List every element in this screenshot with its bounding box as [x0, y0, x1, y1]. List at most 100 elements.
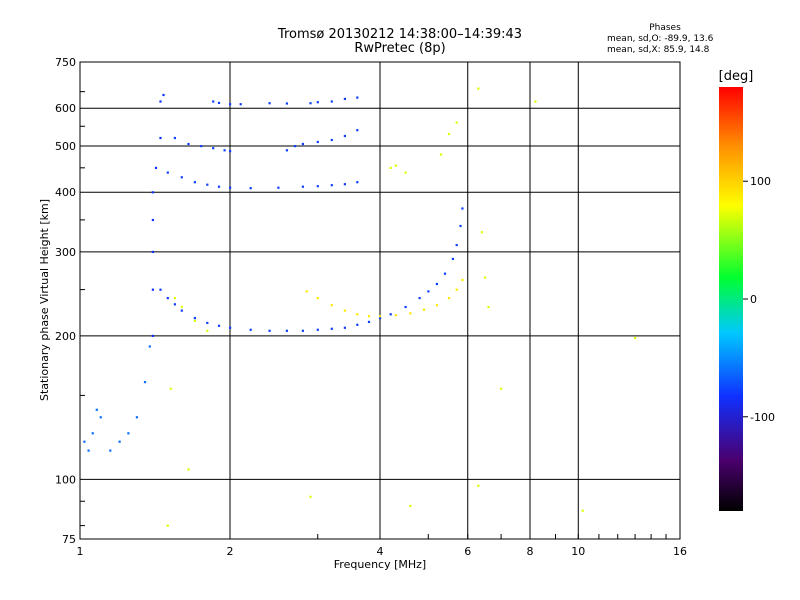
- data-point: [154, 166, 158, 169]
- y-tick-label: 600: [55, 102, 76, 115]
- data-point: [356, 181, 359, 184]
- data-point: [343, 309, 346, 312]
- data-point: [162, 93, 165, 97]
- data-point: [173, 136, 176, 140]
- data-point: [330, 138, 333, 142]
- data-point: [418, 297, 421, 300]
- data-point: [484, 276, 487, 279]
- y-tick-label: 300: [55, 246, 76, 259]
- data-point: [409, 504, 412, 508]
- data-point: [187, 468, 190, 471]
- data-point: [229, 326, 232, 329]
- data-point: [193, 181, 196, 184]
- data-point: [249, 328, 252, 331]
- data-point: [229, 150, 232, 153]
- data-point: [379, 317, 382, 320]
- data-point: [455, 121, 458, 124]
- data-point: [330, 327, 333, 330]
- data-point: [206, 321, 209, 324]
- data-point: [223, 149, 226, 152]
- phase-o-stats: mean, sd,O: -89.9, 13.6: [607, 34, 714, 44]
- data-point: [487, 305, 490, 309]
- y-tick-label: 75: [62, 533, 76, 546]
- data-point: [249, 187, 252, 190]
- data-point: [379, 315, 382, 318]
- data-point: [239, 103, 242, 106]
- data-point: [193, 317, 196, 320]
- data-point: [180, 305, 183, 309]
- data-point: [151, 250, 154, 253]
- data-point: [83, 440, 86, 443]
- data-point: [95, 408, 98, 411]
- data-point: [316, 297, 319, 300]
- data-point: [309, 495, 312, 498]
- data-point: [316, 101, 319, 104]
- data-point: [293, 145, 297, 148]
- data-point: [459, 224, 462, 228]
- x-tick-label: 10: [571, 545, 585, 558]
- data-point: [127, 432, 130, 435]
- data-point: [330, 304, 333, 307]
- data-point: [200, 145, 203, 148]
- data-point: [461, 207, 464, 210]
- data-point: [404, 305, 407, 309]
- data-point: [229, 103, 232, 106]
- y-tick-label: 400: [55, 186, 76, 199]
- data-point: [187, 142, 190, 146]
- data-point: [356, 96, 359, 99]
- data-point: [159, 100, 162, 103]
- data-point: [581, 509, 584, 512]
- data-point: [173, 303, 176, 306]
- data-point: [394, 164, 397, 167]
- colorbar-tick-label: -100: [750, 411, 775, 424]
- x-tick-label: 16: [673, 545, 687, 558]
- y-tick-label: 100: [55, 473, 76, 486]
- data-point: [356, 323, 359, 326]
- data-point: [268, 329, 271, 332]
- data-point: [301, 142, 304, 146]
- data-point: [118, 440, 121, 443]
- x-tick-label: 6: [464, 545, 471, 558]
- data-point: [151, 191, 154, 194]
- data-point: [166, 171, 169, 174]
- data-point: [285, 102, 288, 105]
- data-point: [173, 297, 176, 300]
- data-point: [143, 381, 147, 384]
- data-point: [305, 290, 308, 293]
- data-point: [180, 176, 183, 179]
- data-point: [212, 147, 215, 150]
- data-point: [394, 314, 397, 317]
- x-tick-label: 1: [77, 545, 84, 558]
- data-point: [309, 102, 312, 105]
- data-point: [285, 329, 288, 332]
- data-point: [151, 334, 154, 337]
- data-point: [330, 100, 333, 103]
- data-point: [343, 183, 346, 186]
- colorbar-tick-label: 0: [750, 293, 757, 306]
- data-point: [301, 185, 304, 188]
- phases-heading: Phases: [649, 23, 681, 33]
- data-point: [477, 484, 480, 487]
- data-point: [443, 272, 447, 275]
- data-point: [217, 324, 221, 327]
- colorbar-label: [deg]: [719, 69, 754, 84]
- data-point: [316, 328, 319, 331]
- data-point: [217, 101, 221, 104]
- data-point: [480, 231, 483, 234]
- data-point: [343, 326, 346, 329]
- data-point: [435, 282, 438, 286]
- data-point: [180, 309, 183, 312]
- phase-x-stats: mean, sd,X: 85.9, 14.8: [607, 45, 710, 55]
- data-point: [435, 304, 438, 307]
- data-point: [447, 297, 451, 300]
- x-tick-label: 8: [527, 545, 534, 558]
- data-point: [477, 87, 480, 90]
- x-tick-label: 2: [227, 545, 234, 558]
- x-tick-label: 4: [377, 545, 384, 558]
- data-point: [404, 171, 407, 174]
- data-point: [422, 308, 426, 311]
- data-point: [166, 297, 169, 300]
- data-point: [212, 100, 215, 103]
- data-point: [151, 218, 154, 222]
